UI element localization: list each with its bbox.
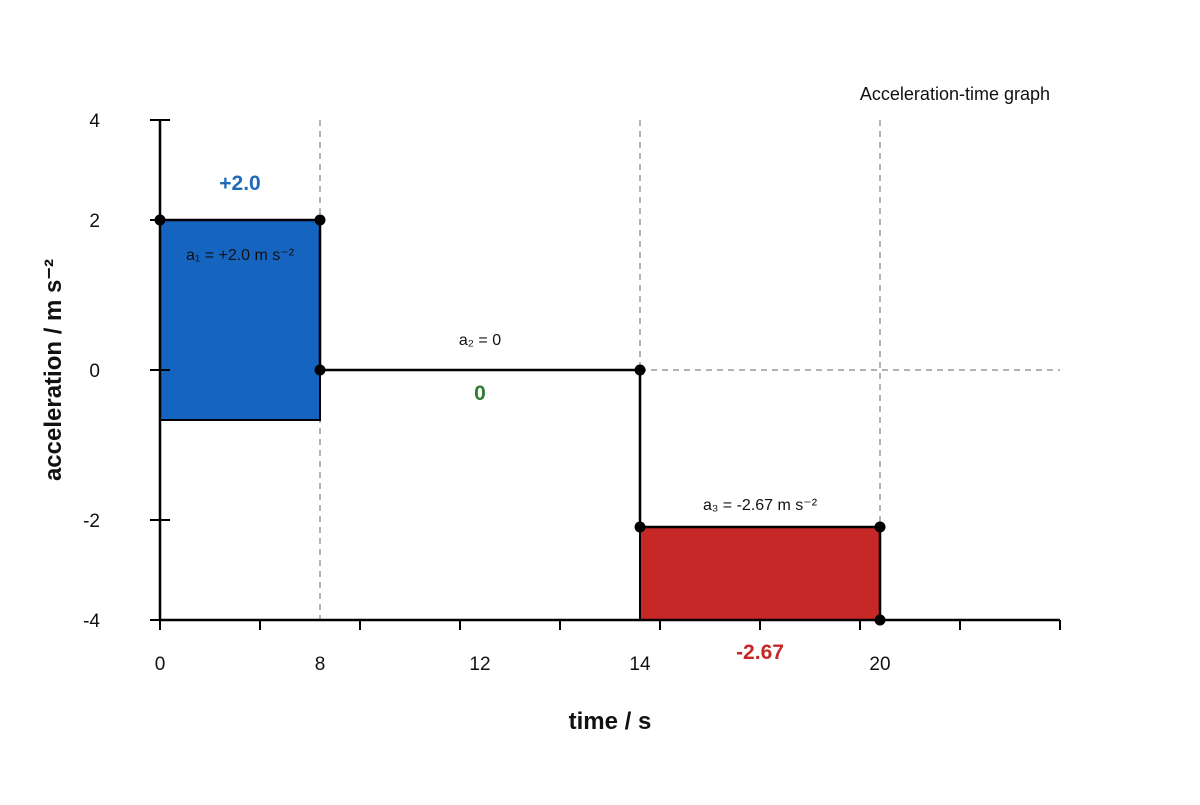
x-tick-label: 14 (629, 654, 651, 675)
y-axis-title: acceleration / m s⁻² (40, 259, 67, 481)
vertex-point (634, 521, 646, 533)
segment-2-label: a₂ = 0 (459, 332, 501, 349)
x-tick-label: 8 (315, 654, 326, 675)
vertex-point (154, 214, 166, 226)
segment-1-value: +2.0 (219, 172, 260, 195)
vertex-point (314, 364, 326, 376)
vertex-point (634, 364, 646, 376)
vertex-point (314, 214, 326, 226)
x-tick-label: 20 (869, 654, 890, 675)
y-tick-label: -4 (83, 611, 100, 632)
x-axis-title: time / s (569, 708, 652, 735)
segment-1-label: a₁ = +2.0 m s⁻² (186, 247, 295, 264)
x-tick-label: 12 (469, 654, 490, 675)
segment-3-area (639, 526, 881, 621)
segment-3-value: -2.67 (736, 641, 784, 664)
y-tick-label: 4 (89, 111, 100, 132)
vertex-point (874, 614, 886, 626)
y-tick-label: -2 (83, 511, 100, 532)
segment-3-label: a₃ = -2.67 m s⁻² (703, 497, 818, 514)
y-tick-label: 0 (89, 361, 100, 382)
y-tick-label: 2 (89, 211, 100, 232)
chart-title: Acceleration-time graph (860, 84, 1050, 104)
segment-2-value: 0 (474, 382, 486, 405)
x-tick-label: 0 (155, 654, 166, 675)
vertex-point (874, 521, 886, 533)
